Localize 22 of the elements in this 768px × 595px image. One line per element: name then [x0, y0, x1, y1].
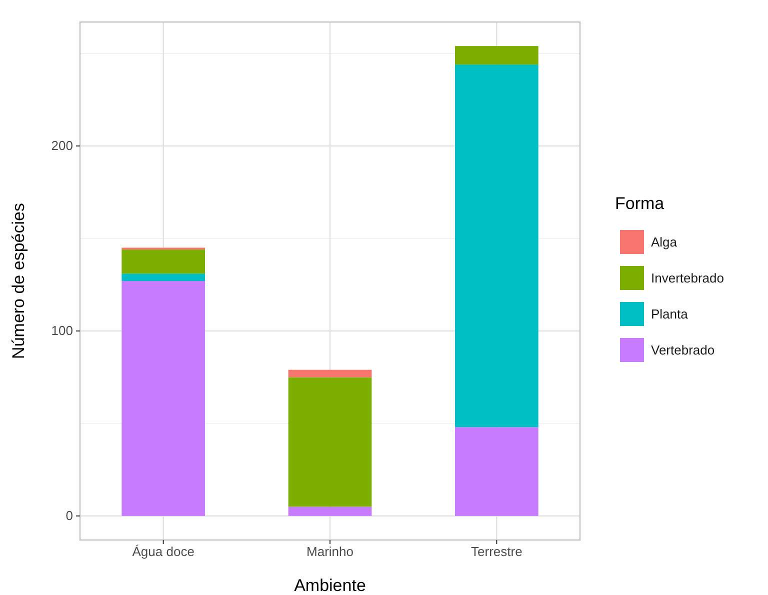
- bar: [288, 370, 372, 378]
- x-tick-label: Marinho: [306, 544, 354, 560]
- legend-title: Forma: [615, 194, 665, 213]
- bar: [288, 506, 372, 516]
- y-tick-label: 200: [51, 138, 73, 154]
- bar: [122, 281, 205, 516]
- bar: [455, 427, 538, 516]
- legend-label: Invertebrado: [651, 270, 724, 286]
- legend-label: Planta: [651, 306, 689, 322]
- bar: [455, 46, 538, 65]
- y-axis-title: Número de espécies: [9, 203, 28, 359]
- y-tick-label: 100: [51, 323, 73, 338]
- x-tick-label: Água doce: [132, 544, 194, 560]
- bar: [122, 274, 205, 281]
- bar: [122, 250, 205, 274]
- legend-label: Vertebrado: [651, 342, 715, 358]
- y-tick-label: 0: [66, 508, 73, 524]
- x-axis-title: Ambiente: [294, 576, 366, 595]
- x-tick-label: Terrestre: [471, 544, 522, 560]
- bar: [455, 64, 538, 428]
- legend-label: Alga: [651, 234, 678, 250]
- bar: [288, 377, 372, 507]
